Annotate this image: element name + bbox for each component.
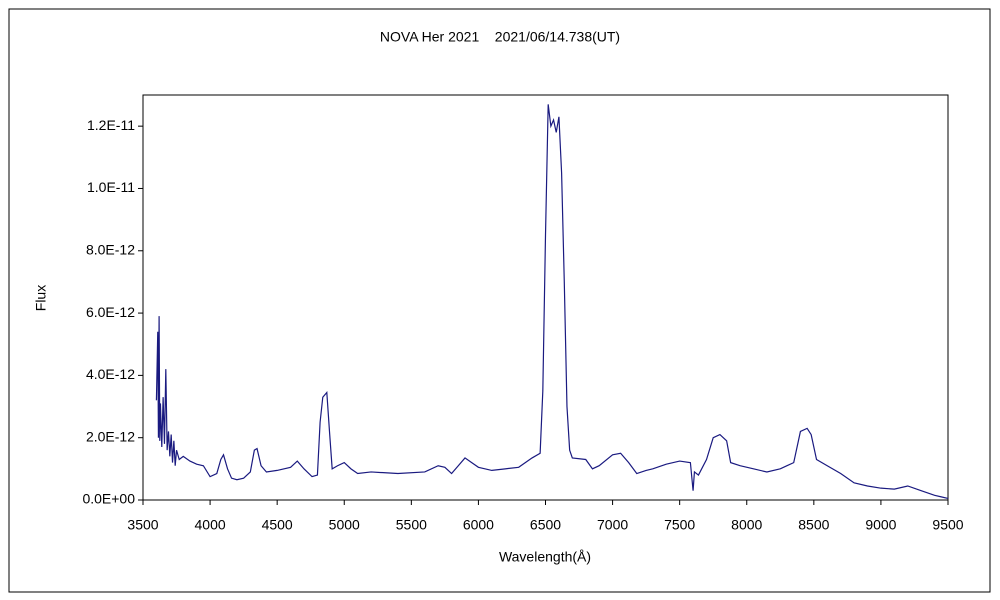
x-tick-label: 7500 [664, 517, 695, 533]
spectrum-line [155, 104, 949, 500]
y-tick-label: 1.0E-11 [87, 179, 135, 195]
x-tick-label: 5500 [396, 517, 427, 533]
y-tick-label: 1.2E-11 [87, 117, 135, 133]
y-tick-label: 0.0E+00 [82, 491, 135, 507]
x-tick-label: 6000 [463, 517, 494, 533]
x-axis-label: Wavelength(Å) [499, 549, 591, 565]
x-tick-label: 7000 [597, 517, 628, 533]
x-tick-label: 8500 [798, 517, 829, 533]
chart-title: NOVA Her 2021 2021/06/14.738(UT) [380, 29, 620, 45]
y-tick-label: 2.0E-12 [86, 428, 135, 444]
x-tick-label: 6500 [530, 517, 561, 533]
plot-area [142, 94, 949, 501]
x-tick-label: 4500 [262, 517, 293, 533]
y-tick-label: 8.0E-12 [86, 241, 135, 257]
x-tick-label: 4000 [195, 517, 226, 533]
y-tick-label: 4.0E-12 [86, 366, 135, 382]
x-tick-label: 9500 [932, 517, 963, 533]
x-tick-label: 3500 [127, 517, 158, 533]
x-tick-label: 5000 [329, 517, 360, 533]
y-tick-label: 6.0E-12 [86, 304, 135, 320]
y-axis-label: Flux [33, 285, 49, 311]
x-tick-label: 9000 [865, 517, 896, 533]
x-tick-label: 8000 [731, 517, 762, 533]
